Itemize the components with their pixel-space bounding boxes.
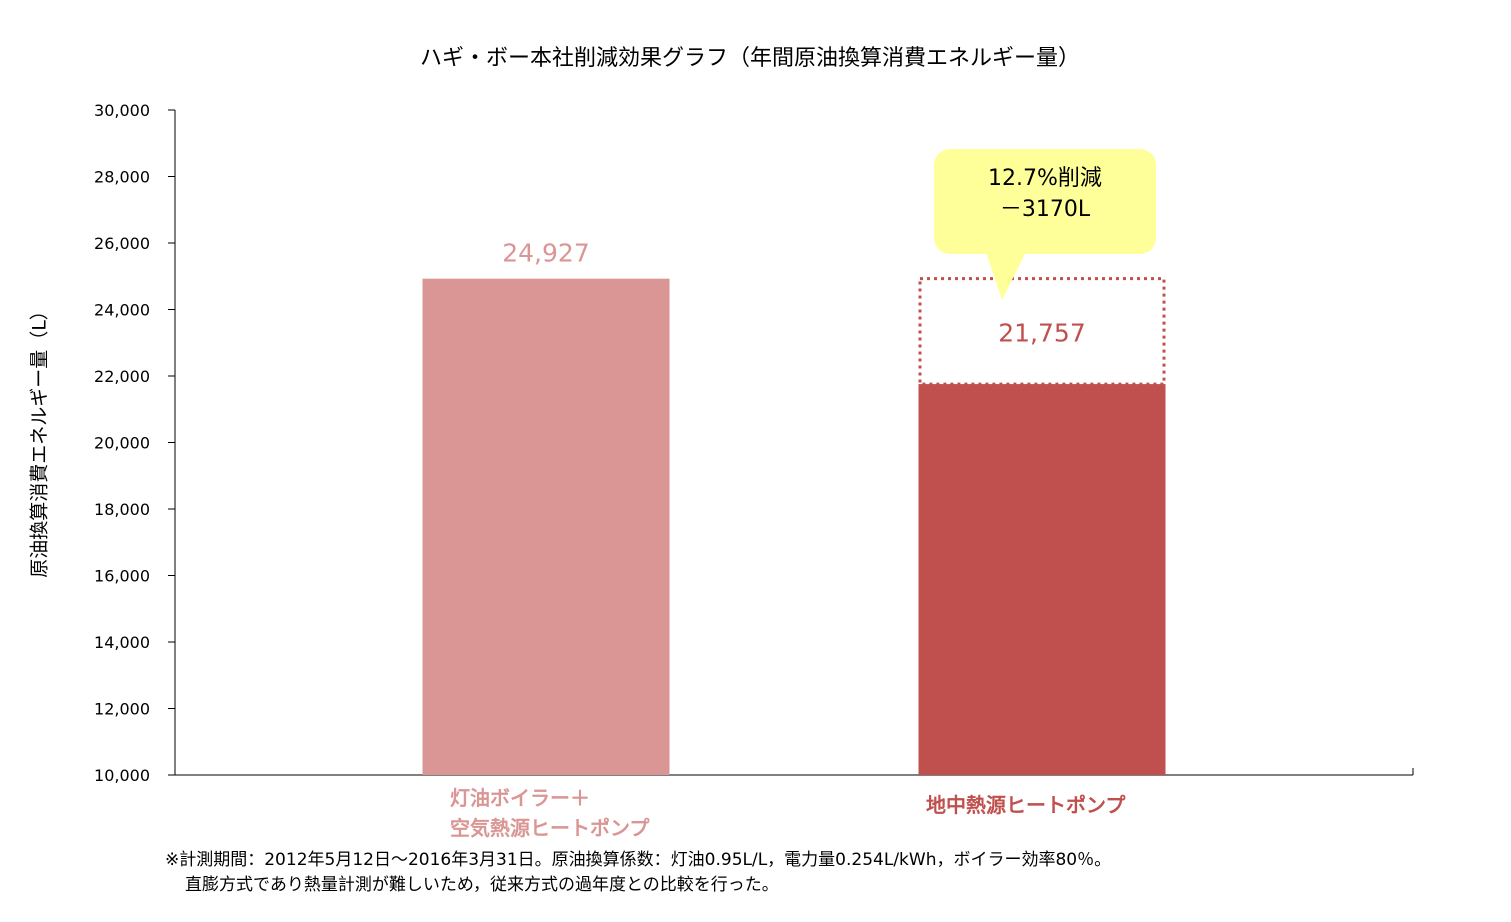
y-tick-label: 26,000 [94,234,150,253]
y-tick-label: 22,000 [94,367,150,386]
category-label-2-line-1: 地中熱源ヒートポンプ [926,793,1126,817]
category-label-2: 地中熱源ヒートポンプ [926,790,1125,820]
y-tick-label: 30,000 [94,101,150,120]
category-label-1-line-2: 空気熱源ヒートポンプ [450,816,650,840]
value-label-1: 24,927 [502,239,589,268]
y-tick-label: 14,000 [94,633,150,652]
category-label-1-line-1: 灯油ボイラー＋ [450,786,590,810]
footnote-line-2: 直膨方式であり熱量計測が難しいため，従来方式の過年度との比較を行った。 [185,875,779,895]
bar-2 [918,384,1166,775]
reduction-callout: 12.7%削減 －3170L [934,149,1156,254]
value-label-2: 21,757 [998,318,1085,347]
footnote-line-1: ※計測期間：2012年5月12日～2016年3月31日。原油換算係数：灯油0.9… [165,850,1112,870]
footnote: ※計測期間：2012年5月12日～2016年3月31日。原油換算係数：灯油0.9… [165,848,1111,898]
y-tick-label: 24,000 [94,301,150,320]
y-tick-label: 20,000 [94,434,150,453]
y-tick-label: 12,000 [94,700,150,719]
y-tick-label: 10,000 [94,766,150,785]
reduction-percent: 12.7%削減 [988,166,1102,191]
bar-1 [422,278,670,775]
y-tick-label: 18,000 [94,500,150,519]
category-label-1: 灯油ボイラー＋ 空気熱源ヒートポンプ [450,783,649,843]
y-tick-label: 16,000 [94,567,150,586]
chart-title: ハギ・ボー本社削減効果グラフ（年間原油換算消費エネルギー量） [420,46,1081,71]
reduction-amount: －3170L [999,197,1091,222]
y-tick-label: 28,000 [94,168,150,187]
reference-outline [918,277,1166,386]
y-axis-label: 原油換算消費エネルギー量（L） [28,301,51,578]
